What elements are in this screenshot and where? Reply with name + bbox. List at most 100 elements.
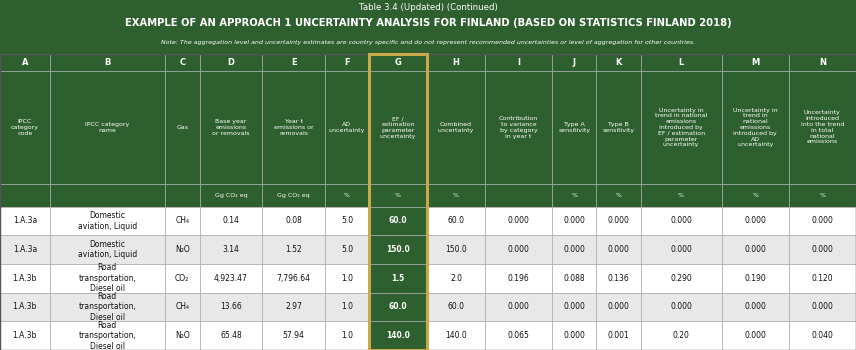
- Bar: [789, 235, 856, 264]
- Bar: [640, 54, 722, 70]
- Bar: [369, 70, 427, 184]
- Text: 65.48: 65.48: [220, 331, 242, 340]
- Bar: [640, 70, 722, 184]
- Text: 5.0: 5.0: [341, 245, 353, 254]
- Bar: [325, 206, 369, 235]
- Bar: [485, 206, 552, 235]
- Bar: [485, 264, 552, 293]
- Text: A: A: [21, 58, 28, 67]
- Bar: [199, 321, 262, 350]
- Text: Type A
sensitivity: Type A sensitivity: [558, 122, 591, 133]
- Bar: [789, 70, 856, 184]
- Text: 0.000: 0.000: [811, 302, 834, 312]
- Text: L: L: [679, 58, 684, 67]
- Text: 0.088: 0.088: [563, 274, 586, 283]
- Bar: [722, 264, 789, 293]
- Text: Road
transportation,
Diesel oil: Road transportation, Diesel oil: [78, 292, 136, 322]
- Text: Uncertainty in
trend in
national
emissions
introduced by
AD
uncertainty: Uncertainty in trend in national emissio…: [733, 107, 777, 147]
- Bar: [640, 264, 722, 293]
- Bar: [427, 54, 485, 70]
- Bar: [427, 184, 485, 206]
- Text: I: I: [517, 58, 520, 67]
- Text: 3.14: 3.14: [223, 245, 240, 254]
- Text: 0.000: 0.000: [608, 245, 629, 254]
- Bar: [597, 70, 640, 184]
- Text: 0.000: 0.000: [744, 245, 766, 254]
- Text: %: %: [344, 193, 350, 198]
- Text: 1.A.3a: 1.A.3a: [13, 216, 37, 225]
- Text: 140.0: 140.0: [445, 331, 467, 340]
- Text: J: J: [573, 58, 576, 67]
- Bar: [199, 70, 262, 184]
- Bar: [0, 235, 50, 264]
- Text: 0.000: 0.000: [563, 216, 586, 225]
- Text: CH₄: CH₄: [175, 216, 189, 225]
- Bar: [597, 54, 640, 70]
- Text: Note: The aggregation level and uncertainty estimates are country specific and d: Note: The aggregation level and uncertai…: [161, 40, 695, 45]
- Text: 0.000: 0.000: [563, 302, 586, 312]
- Bar: [640, 206, 722, 235]
- Text: Road
transportation,
Diesel oil: Road transportation, Diesel oil: [78, 264, 136, 293]
- Text: 0.065: 0.065: [508, 331, 530, 340]
- Text: 60.0: 60.0: [389, 302, 407, 312]
- Text: Combined
uncertainty: Combined uncertainty: [438, 122, 474, 133]
- Bar: [0, 0, 856, 54]
- Text: 60.0: 60.0: [389, 216, 407, 225]
- Text: Uncertainty
introduced
into the trend
in total
national
emissions: Uncertainty introduced into the trend in…: [800, 111, 844, 145]
- Bar: [789, 321, 856, 350]
- Text: IPCC
category
code: IPCC category code: [11, 119, 39, 136]
- Text: EXAMPLE OF AN APPROACH 1 UNCERTAINTY ANALYSIS FOR FINLAND (BASED ON STATISTICS F: EXAMPLE OF AN APPROACH 1 UNCERTAINTY ANA…: [125, 18, 731, 28]
- Text: 0.001: 0.001: [608, 331, 629, 340]
- Text: 0.040: 0.040: [811, 331, 834, 340]
- Bar: [722, 70, 789, 184]
- Text: 150.0: 150.0: [445, 245, 467, 254]
- Bar: [0, 70, 50, 184]
- Text: AD
uncertainty: AD uncertainty: [329, 122, 366, 133]
- Bar: [369, 235, 427, 264]
- Text: 0.120: 0.120: [811, 274, 833, 283]
- Text: 0.08: 0.08: [285, 216, 302, 225]
- Bar: [597, 264, 640, 293]
- Text: 0.000: 0.000: [508, 302, 530, 312]
- Text: 1.A.3b: 1.A.3b: [13, 302, 37, 312]
- Bar: [552, 70, 597, 184]
- Text: D: D: [228, 58, 235, 67]
- Bar: [0, 184, 50, 206]
- Bar: [485, 235, 552, 264]
- Text: Base year
emissions
or removals: Base year emissions or removals: [212, 119, 250, 136]
- Bar: [0, 321, 50, 350]
- Bar: [597, 235, 640, 264]
- Bar: [164, 235, 199, 264]
- Bar: [427, 293, 485, 321]
- Text: 0.000: 0.000: [670, 245, 692, 254]
- Bar: [789, 293, 856, 321]
- Bar: [552, 206, 597, 235]
- Text: %: %: [395, 193, 401, 198]
- Bar: [427, 70, 485, 184]
- Bar: [164, 184, 199, 206]
- Text: 4,923.47: 4,923.47: [214, 274, 248, 283]
- Bar: [164, 293, 199, 321]
- Bar: [640, 293, 722, 321]
- Text: 1.0: 1.0: [341, 274, 353, 283]
- Bar: [50, 235, 164, 264]
- Bar: [369, 321, 427, 350]
- Bar: [0, 206, 50, 235]
- Bar: [50, 293, 164, 321]
- Bar: [164, 321, 199, 350]
- Text: 1.0: 1.0: [341, 331, 353, 340]
- Bar: [597, 206, 640, 235]
- Bar: [789, 54, 856, 70]
- Text: 2.97: 2.97: [285, 302, 302, 312]
- Bar: [552, 321, 597, 350]
- Text: Gg CO₂ eq: Gg CO₂ eq: [215, 193, 247, 198]
- Bar: [262, 264, 325, 293]
- Bar: [50, 321, 164, 350]
- Bar: [485, 54, 552, 70]
- Text: Domestic
aviation, Liquid: Domestic aviation, Liquid: [78, 211, 137, 231]
- Text: 1.A.3b: 1.A.3b: [13, 331, 37, 340]
- Text: 0.190: 0.190: [745, 274, 766, 283]
- Text: H: H: [453, 58, 460, 67]
- Text: Year t
emissions or
removals: Year t emissions or removals: [274, 119, 313, 136]
- Bar: [325, 293, 369, 321]
